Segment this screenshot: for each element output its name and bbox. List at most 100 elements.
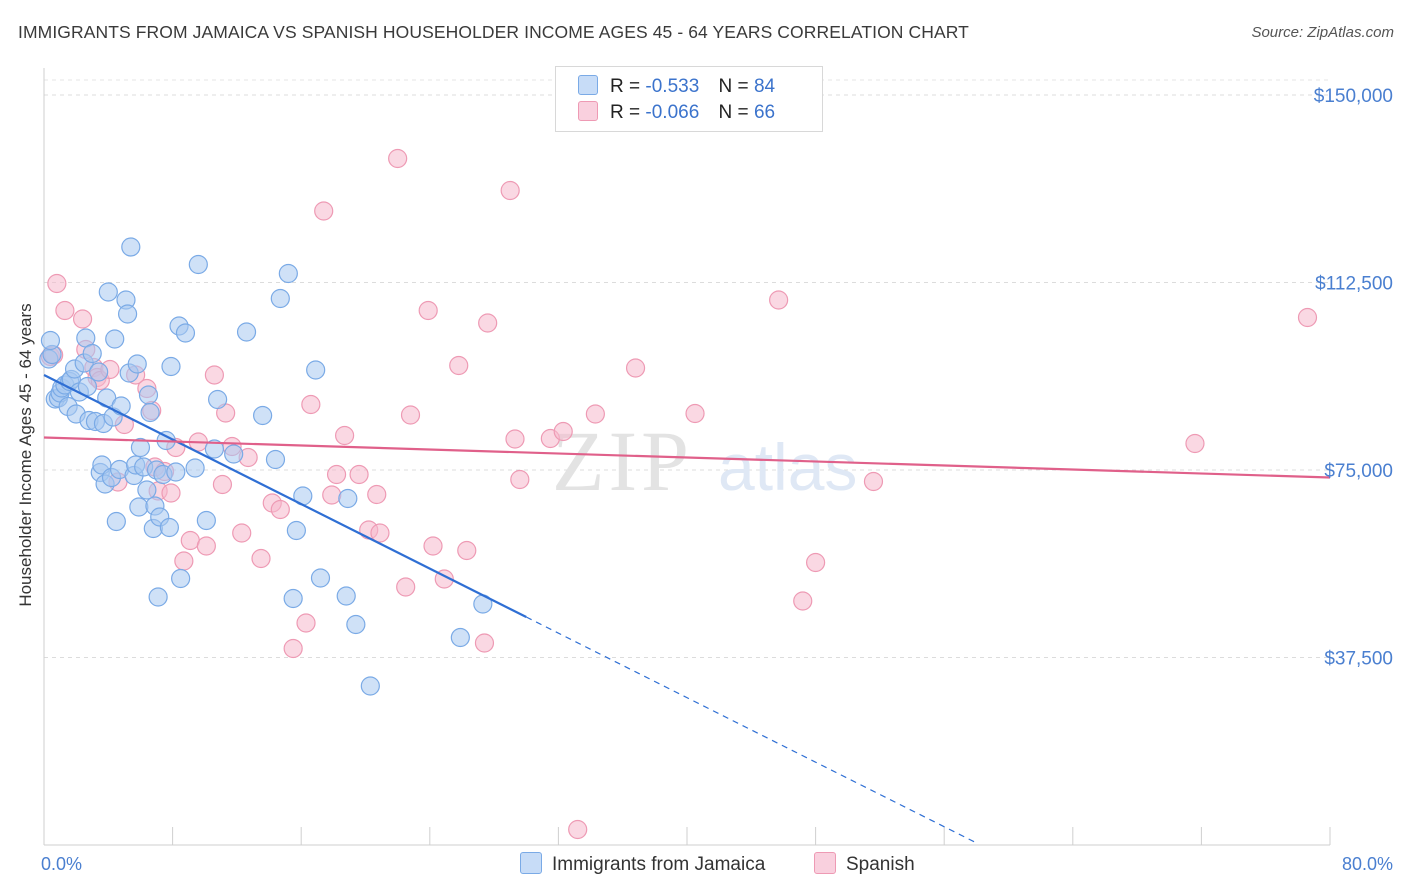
jamaica-point: [138, 385, 159, 405]
spanish-point: [805, 552, 826, 573]
spanish-point: [301, 394, 321, 415]
spanish-point: [396, 577, 416, 597]
jamaica-point: [77, 376, 98, 397]
jamaica-point: [270, 288, 290, 309]
jamaica-point: [336, 586, 356, 606]
jamaica-point: [265, 449, 286, 470]
spanish-point: [322, 485, 342, 505]
stats-r-label: R =: [610, 76, 641, 97]
spanish-point: [251, 548, 271, 569]
chart-title: IMMIGRANTS FROM JAMAICA VS SPANISH HOUSE…: [18, 22, 969, 42]
stats-box: R = -0.533 N = 84 R = -0.066 N = 66: [555, 66, 823, 132]
jamaica-point: [82, 343, 102, 364]
jamaica-trend-extension: [525, 616, 977, 844]
spanish-point: [335, 425, 355, 446]
jamaica-point: [188, 254, 208, 275]
jamaica-point: [208, 389, 228, 410]
jamaica-point: [175, 323, 196, 343]
stats-r-value: -0.066: [645, 102, 700, 123]
spanish-point: [55, 300, 75, 321]
spanish-point: [553, 421, 573, 442]
jamaica-point: [286, 520, 306, 541]
jamaica-point: [148, 587, 168, 607]
legend-item-jamaica: Immigrants from Jamaica: [520, 852, 765, 876]
spanish-point: [1185, 433, 1205, 454]
chart-source: Source: ZipAtlas.com: [1251, 24, 1394, 41]
y-tick-label: $37,500: [1324, 649, 1393, 670]
jamaica-point: [236, 322, 257, 342]
jamaica-point: [98, 282, 118, 302]
y-tick-label: $150,000: [1314, 86, 1393, 107]
jamaica-point: [310, 568, 331, 588]
spanish-point: [474, 633, 495, 653]
spanish-point: [296, 613, 316, 633]
jamaica-point: [130, 437, 151, 458]
trend-lines: [43, 374, 1331, 844]
jamaica-point: [196, 510, 216, 531]
jamaica-point: [360, 676, 380, 696]
spanish-point: [457, 540, 477, 561]
spanish-point: [270, 499, 290, 520]
x-tick-label: 80.0%: [1342, 854, 1393, 874]
spanish-point: [505, 429, 525, 449]
stats-row-spanish: R = -0.066 N = 66: [578, 101, 775, 127]
jamaica-point: [105, 329, 125, 349]
spanish-point: [326, 464, 347, 485]
spanish-point: [418, 300, 438, 321]
spanish-point: [349, 464, 369, 485]
jamaica-point: [159, 517, 179, 538]
jamaica-point: [137, 480, 157, 500]
jamaica-trend-line: [43, 374, 527, 618]
spanish-point: [510, 469, 530, 490]
watermark-atlas: atlas: [718, 430, 857, 504]
spanish-point: [793, 591, 813, 611]
jamaica-point: [117, 304, 138, 324]
spanish-point: [72, 309, 93, 329]
spanish-point: [314, 201, 334, 221]
spanish-point: [478, 313, 498, 333]
legend-item-spanish: Spanish: [814, 852, 915, 876]
jamaica-point: [89, 362, 109, 382]
spanish-point: [625, 358, 646, 378]
jamaica-point: [450, 627, 470, 648]
x-tick-label: 0.0%: [41, 854, 82, 874]
jamaica-point: [40, 330, 61, 351]
spanish-point: [283, 638, 303, 659]
spanish-point: [367, 484, 387, 505]
spanish-trend-line: [43, 436, 1331, 479]
stats-n-value: 84: [753, 76, 776, 97]
jamaica-point: [283, 588, 303, 609]
y-tick-label: $112,500: [1315, 274, 1393, 295]
stats-r-label: R =: [610, 102, 641, 123]
jamaica-point: [129, 497, 149, 517]
stats-swatch-spanish: [578, 101, 598, 121]
legend-swatch-jamaica: [520, 852, 542, 874]
spanish-point: [400, 405, 421, 425]
x-tick-labels: 0.0% 80.0%: [41, 854, 1393, 874]
spanish-point: [161, 483, 181, 503]
y-tick-label: $75,000: [1324, 461, 1393, 482]
spanish-point: [500, 180, 520, 201]
stats-r-value: -0.533: [645, 76, 700, 97]
jamaica-point: [121, 237, 141, 257]
spanish-point: [568, 819, 588, 840]
jamaica-point: [166, 462, 186, 482]
watermark-zip: ZIP: [552, 413, 693, 509]
stats-n-value: 66: [753, 102, 776, 123]
spanish-point: [204, 365, 224, 385]
legend-label-spanish: Spanish: [846, 854, 915, 875]
spanish-point: [47, 273, 67, 294]
spanish-point: [180, 530, 200, 551]
jamaica-point: [161, 356, 181, 377]
axes: [43, 68, 1331, 846]
spanish-point: [685, 403, 705, 424]
watermark: ZIP atlas: [552, 413, 857, 509]
jamaica-point: [253, 405, 273, 426]
legend-swatch-spanish: [814, 852, 836, 874]
jamaica-point: [127, 354, 147, 374]
spanish-point: [585, 404, 605, 424]
jamaica-point: [111, 396, 131, 416]
jamaica-point: [171, 568, 191, 589]
jamaica-point: [224, 444, 244, 464]
